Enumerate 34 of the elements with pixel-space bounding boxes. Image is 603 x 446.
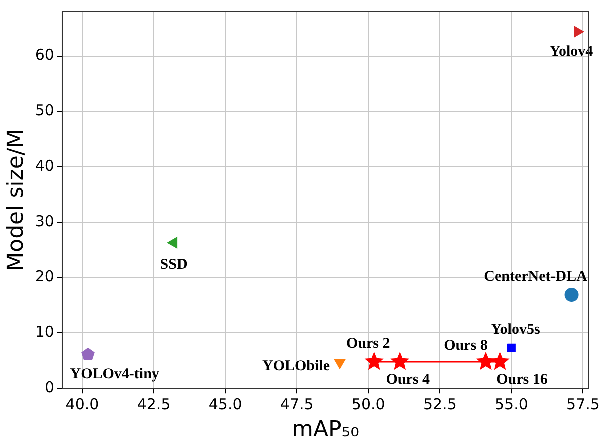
annotation: SSD (160, 256, 188, 273)
y-tick-label: 30 (35, 212, 54, 230)
y-tick-label: 40 (35, 156, 54, 175)
annotation: YOLObile (262, 358, 330, 374)
y-tick-label: 20 (35, 268, 54, 286)
annotation: Ours 8 (444, 338, 488, 354)
point (364, 352, 384, 370)
annotation: Yolov5s (491, 322, 540, 338)
y-axis-title: Model size/M (4, 129, 29, 272)
point (490, 352, 510, 370)
x-tick-label: 45.0 (208, 395, 242, 414)
point (564, 288, 579, 302)
point (507, 344, 516, 352)
annotation: Ours 4 (386, 372, 430, 388)
point (167, 236, 178, 250)
annotation: Ours 16 (496, 372, 548, 388)
point (390, 352, 410, 370)
y-tick-label: 10 (35, 323, 54, 342)
x-tick-label: 50.0 (352, 395, 386, 414)
x-tick-label: 47.5 (280, 395, 314, 414)
annotation: CenterNet-DLA (484, 268, 588, 285)
x-tick-label: 55.0 (494, 395, 528, 414)
x-tick-label: 52.5 (423, 395, 457, 414)
point (476, 352, 496, 370)
annotation: Ours 2 (346, 336, 390, 352)
y-tick-label: 50 (35, 102, 54, 120)
x-axis-title: mAP₅₀ (292, 418, 360, 443)
x-tick-label: 57.5 (566, 395, 600, 414)
y-tick-label: 60 (35, 46, 54, 64)
x-tick-label: 42.5 (137, 395, 171, 414)
x-tick-label: 40.0 (66, 395, 100, 414)
y-tick-label: 0 (44, 378, 54, 396)
annotation: YOLOv4-tiny (70, 366, 160, 383)
point (82, 348, 95, 360)
